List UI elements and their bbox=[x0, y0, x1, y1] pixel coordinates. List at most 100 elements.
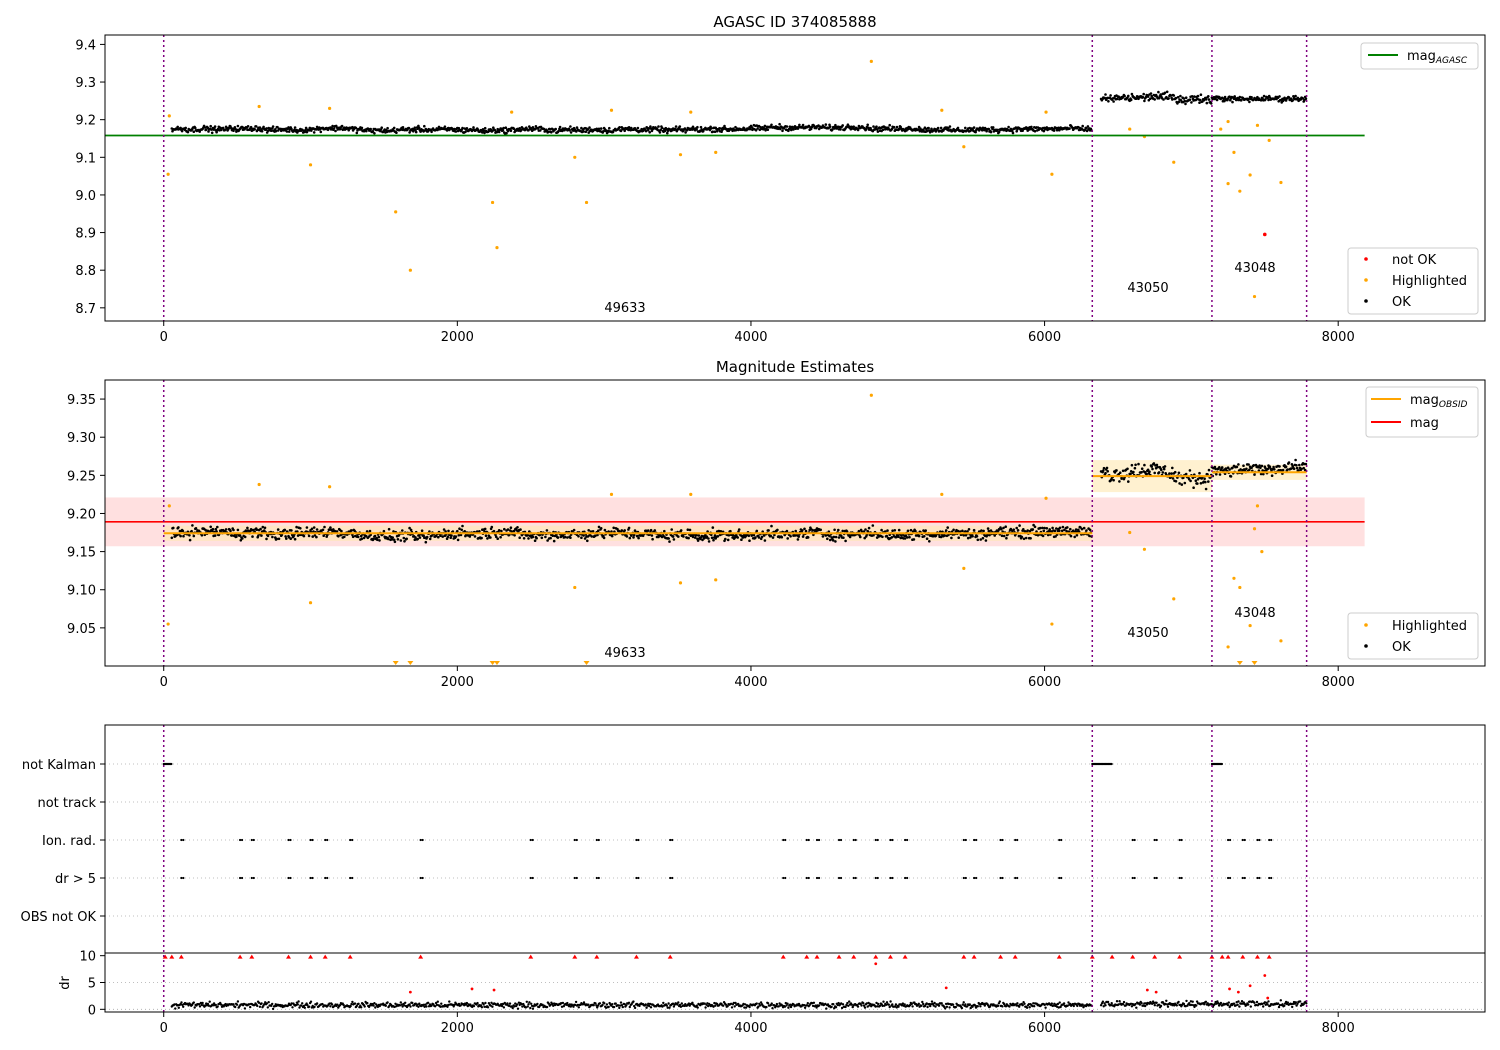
ok-point bbox=[648, 131, 651, 134]
ok-point bbox=[1088, 534, 1091, 538]
dr-clipped-marker bbox=[971, 954, 977, 959]
ok-point bbox=[1046, 533, 1050, 537]
flag-point bbox=[1258, 876, 1261, 880]
ok-point bbox=[456, 538, 460, 542]
ok-point bbox=[392, 538, 396, 542]
ok-point bbox=[1153, 98, 1156, 101]
ok-point bbox=[1086, 125, 1090, 128]
ok-point bbox=[1188, 98, 1192, 101]
dr-point bbox=[224, 1002, 227, 1006]
dr-point bbox=[1032, 1002, 1035, 1005]
clipped-marker bbox=[392, 661, 399, 665]
ok-point bbox=[779, 127, 782, 131]
dr-point bbox=[644, 1003, 647, 1006]
ok-point bbox=[1107, 100, 1110, 103]
ok-point bbox=[1063, 528, 1066, 532]
ok-point bbox=[1191, 476, 1195, 480]
flag-point bbox=[250, 838, 253, 842]
ok-point bbox=[672, 538, 676, 541]
ok-point bbox=[447, 529, 450, 533]
highlighted-point bbox=[962, 145, 966, 149]
ok-point bbox=[944, 529, 948, 532]
ok-point bbox=[1133, 466, 1137, 470]
ok-point bbox=[1038, 526, 1042, 530]
ok-point bbox=[527, 129, 530, 132]
ok-point bbox=[502, 126, 505, 130]
dr-point bbox=[603, 1002, 606, 1005]
ok-point bbox=[1043, 526, 1046, 530]
ok-point bbox=[443, 125, 447, 128]
flag-point bbox=[817, 876, 821, 880]
dr-point bbox=[576, 1003, 580, 1007]
flag-point bbox=[889, 876, 892, 880]
ok-point bbox=[215, 530, 218, 533]
dr-point bbox=[300, 1004, 303, 1007]
flag-point bbox=[669, 876, 672, 880]
ok-point bbox=[922, 128, 925, 131]
dr-point bbox=[1217, 1002, 1220, 1005]
dr-point bbox=[249, 1005, 252, 1009]
ok-point bbox=[1140, 471, 1143, 474]
ok-point bbox=[408, 131, 411, 134]
dr-point bbox=[1226, 1003, 1230, 1007]
dr-point bbox=[236, 1000, 240, 1003]
ok-point bbox=[723, 124, 726, 128]
ok-point bbox=[475, 530, 479, 533]
obsid-label: 43050 bbox=[1127, 626, 1168, 641]
dr-point bbox=[1204, 1000, 1208, 1003]
dr-point bbox=[1193, 1005, 1196, 1009]
dr-point bbox=[889, 1000, 892, 1003]
ok-point bbox=[1112, 478, 1115, 482]
dr-point bbox=[401, 1005, 404, 1008]
ok-point bbox=[943, 534, 946, 537]
ok-point bbox=[531, 535, 535, 539]
ok-point bbox=[1291, 99, 1294, 102]
highlighted-point bbox=[1044, 110, 1048, 114]
ok-point bbox=[632, 536, 635, 539]
ok-point bbox=[1132, 470, 1135, 474]
dr-point bbox=[536, 1002, 539, 1006]
flag-point bbox=[964, 838, 967, 842]
ok-point bbox=[1007, 125, 1010, 129]
ok-point bbox=[582, 534, 585, 537]
dr-point bbox=[937, 1004, 941, 1007]
dr-point bbox=[1001, 1005, 1004, 1008]
ok-point bbox=[255, 528, 259, 532]
ok-point bbox=[290, 529, 293, 532]
dr-point bbox=[483, 1005, 486, 1008]
flag-point bbox=[973, 838, 976, 842]
y-tick-label: 9.2 bbox=[75, 114, 96, 129]
highlighted-point bbox=[1279, 639, 1283, 643]
dr-point bbox=[260, 1002, 263, 1005]
ok-point bbox=[259, 527, 262, 531]
highlighted-point bbox=[1232, 150, 1236, 155]
ok-point bbox=[1088, 528, 1092, 532]
ok-point bbox=[339, 127, 342, 130]
ok-point bbox=[483, 527, 487, 531]
ok-point bbox=[1022, 528, 1025, 531]
dr-point bbox=[291, 1006, 294, 1009]
ok-point bbox=[762, 127, 766, 130]
dr-point bbox=[803, 1004, 806, 1007]
dr-point bbox=[929, 1004, 932, 1008]
highlighted-point bbox=[1267, 138, 1271, 142]
flag-point bbox=[637, 876, 640, 880]
ok-point bbox=[414, 128, 417, 132]
ok-point bbox=[726, 538, 730, 542]
ok-point bbox=[864, 128, 868, 131]
ok-point bbox=[526, 534, 530, 537]
ok-point bbox=[1171, 466, 1174, 470]
dr-point bbox=[192, 1001, 195, 1004]
highlighted-point bbox=[678, 581, 683, 585]
ok-point bbox=[986, 527, 990, 530]
ok-point bbox=[365, 129, 368, 133]
ok-point bbox=[1080, 527, 1084, 531]
ok-point bbox=[483, 131, 486, 135]
flag-point bbox=[906, 838, 909, 842]
ok-point bbox=[1085, 529, 1088, 532]
dr-point bbox=[1003, 1002, 1006, 1006]
ok-point bbox=[409, 528, 413, 532]
dr-point bbox=[214, 1003, 217, 1007]
ok-point bbox=[460, 528, 464, 532]
ok-point bbox=[305, 130, 309, 134]
